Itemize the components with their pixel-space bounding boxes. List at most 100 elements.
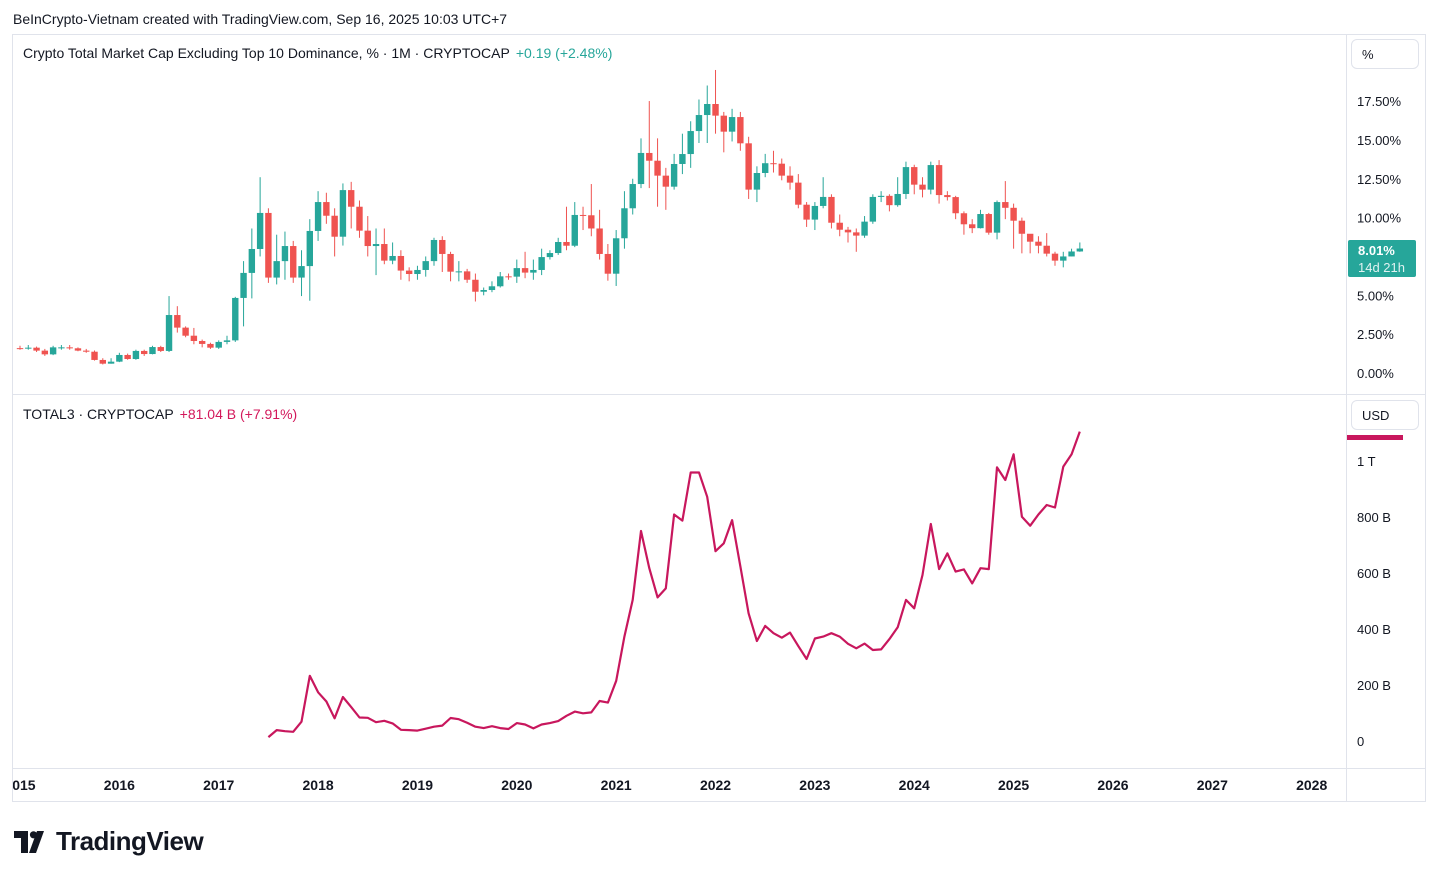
candle-body bbox=[960, 213, 968, 225]
candle-body bbox=[74, 348, 82, 351]
candle-body bbox=[612, 238, 620, 274]
candle-body bbox=[215, 341, 222, 348]
candle-body bbox=[414, 269, 421, 275]
candle-body bbox=[662, 175, 670, 187]
candle-body bbox=[621, 208, 628, 239]
main-series-legend[interactable]: Crypto Total Market Cap Excluding Top 10… bbox=[23, 45, 612, 61]
candle-body bbox=[588, 215, 595, 229]
candle-body bbox=[472, 279, 479, 292]
candle-body bbox=[695, 115, 703, 132]
candle-body bbox=[894, 193, 901, 206]
candle-body bbox=[646, 152, 653, 161]
candle-body bbox=[207, 343, 214, 348]
candle-body bbox=[372, 244, 380, 247]
candle-body bbox=[132, 350, 140, 360]
total3-series bbox=[267, 431, 1403, 738]
time-tick-label: 2025 bbox=[998, 777, 1029, 793]
time-tick-label: 2028 bbox=[1296, 777, 1327, 793]
chart-credit: BeInCrypto-Vietnam created with TradingV… bbox=[13, 11, 508, 27]
usd-tick-label: 200 B bbox=[1357, 678, 1391, 693]
candle-body bbox=[927, 165, 934, 190]
candle-body bbox=[91, 351, 98, 360]
candle-body bbox=[405, 270, 413, 275]
candle-body bbox=[397, 255, 405, 271]
time-tick-label: 2027 bbox=[1197, 777, 1228, 793]
chart-frame bbox=[12, 34, 1426, 802]
candle-body bbox=[902, 167, 910, 194]
candle-body bbox=[712, 104, 719, 116]
price-axis-bottom: 0 200 B 400 B 600 B 800 B 1 T bbox=[1357, 454, 1391, 749]
candle-body bbox=[256, 212, 264, 249]
candle-body bbox=[919, 184, 926, 190]
candle-body bbox=[488, 286, 496, 291]
candle-body bbox=[886, 195, 893, 206]
candle-body bbox=[687, 131, 694, 155]
time-tick-label: 2016 bbox=[104, 777, 135, 793]
candle-body bbox=[911, 167, 918, 185]
candle-body bbox=[637, 152, 645, 185]
candle-body bbox=[654, 160, 661, 176]
time-tick-label: 2022 bbox=[700, 777, 731, 793]
candle-body bbox=[762, 163, 769, 174]
time-tick-label: 2023 bbox=[799, 777, 830, 793]
candle-body bbox=[447, 253, 454, 272]
candle-body bbox=[165, 315, 173, 351]
total3-legend[interactable]: TOTAL3 · CRYPTOCAP +81.04 B (+7.91%) bbox=[23, 406, 297, 422]
price-tick-label: 17.50% bbox=[1357, 94, 1402, 109]
tradingview-logo-icon bbox=[14, 830, 44, 853]
candle-body bbox=[497, 276, 504, 287]
candle-body bbox=[952, 197, 959, 214]
candle-body bbox=[803, 204, 810, 220]
current-price-value: 8.01% bbox=[1358, 243, 1395, 258]
candle-body bbox=[836, 222, 843, 230]
total3-price-label bbox=[1347, 435, 1403, 440]
candle-body bbox=[828, 196, 835, 223]
candle-body bbox=[323, 202, 330, 216]
main-series-change: +0.19 (+2.48%) bbox=[515, 45, 613, 61]
candle-body bbox=[670, 163, 678, 187]
candle-body bbox=[463, 271, 471, 280]
candle-body bbox=[579, 214, 587, 216]
candle-body bbox=[679, 154, 686, 164]
candle-body bbox=[314, 202, 322, 231]
candle-body bbox=[521, 268, 529, 273]
time-tick-label: 2020 bbox=[501, 777, 532, 793]
candle-body bbox=[364, 230, 371, 247]
candle-body bbox=[83, 350, 90, 352]
candle-body bbox=[25, 347, 32, 349]
usd-tick-label: 800 B bbox=[1357, 510, 1391, 525]
candle-body bbox=[786, 175, 794, 183]
time-tick-label: 2024 bbox=[899, 777, 930, 793]
candle-body bbox=[596, 228, 603, 254]
candle-body bbox=[530, 269, 537, 273]
candle-body bbox=[1051, 253, 1059, 261]
total3-change: +81.04 B (+7.91%) bbox=[179, 406, 298, 422]
candle-body bbox=[248, 248, 256, 273]
candle-body bbox=[513, 268, 520, 277]
candle-body bbox=[853, 232, 860, 236]
candle-body bbox=[844, 229, 852, 233]
candle-body bbox=[174, 315, 181, 328]
candle-body bbox=[107, 361, 115, 364]
candle-body bbox=[356, 206, 363, 231]
candle-body bbox=[935, 165, 943, 196]
total3-line bbox=[267, 431, 1081, 738]
candle-body bbox=[198, 340, 206, 344]
usd-tick-label: 400 B bbox=[1357, 622, 1391, 637]
tradingview-logo[interactable]: TradingView bbox=[14, 826, 204, 857]
usd-unit-button[interactable]: USD bbox=[1351, 400, 1419, 430]
candle-body bbox=[555, 241, 562, 254]
candle-body bbox=[1018, 220, 1026, 234]
candle-body bbox=[389, 255, 396, 261]
candle-body bbox=[1060, 256, 1067, 261]
candle-body bbox=[331, 215, 338, 237]
total3-title: TOTAL3 · CRYPTOCAP bbox=[23, 406, 174, 422]
percent-unit-button[interactable]: % bbox=[1351, 39, 1419, 69]
candle-body bbox=[381, 244, 388, 261]
candle-body bbox=[538, 257, 545, 270]
time-tick-label: 2021 bbox=[601, 777, 632, 793]
time-axis: 2015 2016 2017 2018 2019 2020 2021 2022 2023 2024… bbox=[13, 777, 1327, 793]
main-series-title: Crypto Total Market Cap Excluding Top 10… bbox=[23, 45, 510, 61]
time-tick-label: 2019 bbox=[402, 777, 433, 793]
